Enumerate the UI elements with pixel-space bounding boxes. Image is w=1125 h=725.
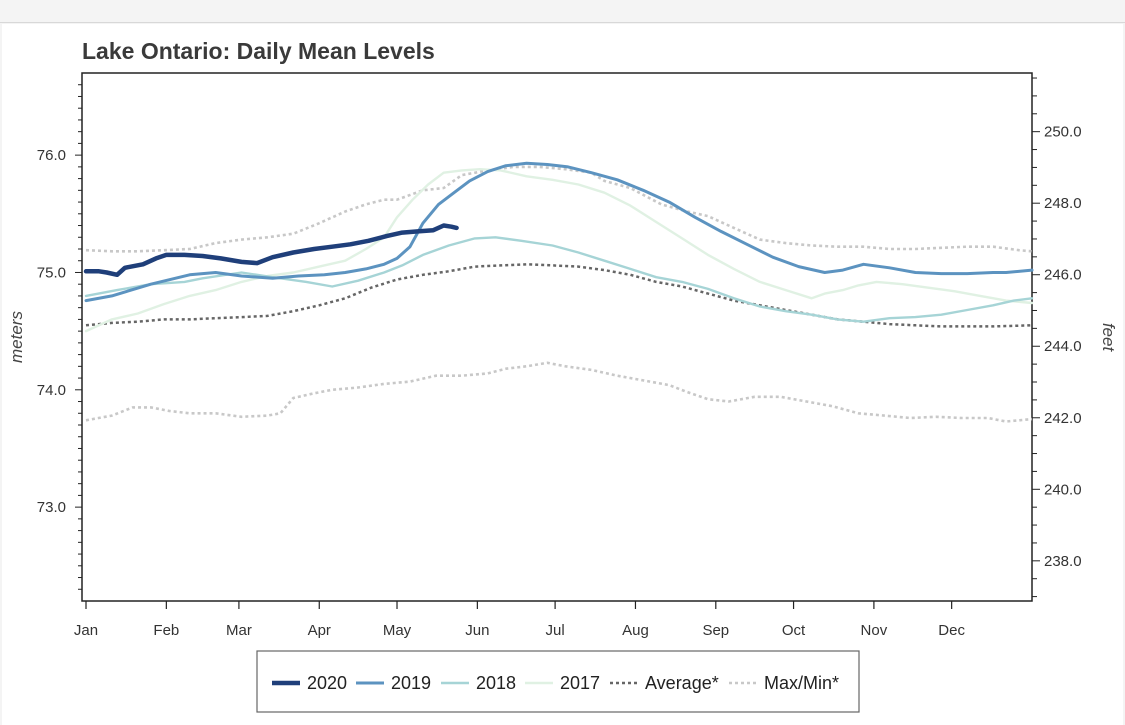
y-tick-label-left: 73.0 [37,499,66,516]
series-line-maxmin [85,361,1033,423]
legend-label: 2019 [391,673,431,693]
top-bar [0,0,1125,23]
y-tick-label-right: 238.0 [1044,553,1082,570]
y-axis-label-feet: feet [1099,323,1118,353]
legend-label: Max/Min* [764,673,839,693]
legend: 2020 2019 2018 2017 Average* Max/Min* [256,650,860,713]
y-tick-label-right: 246.0 [1044,267,1082,284]
x-tick-label: Jun [465,622,489,639]
x-tick-label: Apr [308,622,331,639]
legend-label: Average* [645,673,719,693]
series-line-2019 [84,161,1034,303]
y-tick-label-right: 240.0 [1044,481,1082,498]
y-tick-label-left: 76.0 [37,147,66,164]
x-tick-label: Aug [622,622,649,639]
plot-area [81,72,1033,602]
y-tick-label-right: 250.0 [1044,124,1082,141]
x-tick-label: Oct [782,622,806,639]
series-layer [83,161,1034,423]
y-tick-label-left: 74.0 [37,382,66,399]
y-tick-label-right: 244.0 [1044,338,1082,355]
series-line-maxmin [85,165,1033,253]
x-tick-label: May [383,622,412,639]
y-tick-label-left: 75.0 [37,264,66,281]
chart-title: Lake Ontario: Daily Mean Levels [82,38,435,64]
axes: 73.0 74.0 75.0 76.0 238.0 240.0 242.0 244.0 246.… [37,77,1082,639]
legend-label: 2018 [476,673,516,693]
x-tick-label: Mar [226,622,252,639]
y-tick-label-right: 242.0 [1044,410,1082,427]
x-tick-label: Jul [546,622,565,639]
series-line-2020 [83,223,459,278]
y-tick-label-right: 248.0 [1044,195,1082,212]
x-tick-label: Nov [861,622,888,639]
legend-label: 2017 [560,673,600,693]
x-tick-label: Sep [702,622,729,639]
x-tick-label: Jan [74,622,98,639]
legend-label: 2020 [307,673,347,693]
x-tick-label: Dec [938,622,965,639]
x-tick-label: Feb [153,622,179,639]
y-axis-label-meters: meters [7,311,26,363]
